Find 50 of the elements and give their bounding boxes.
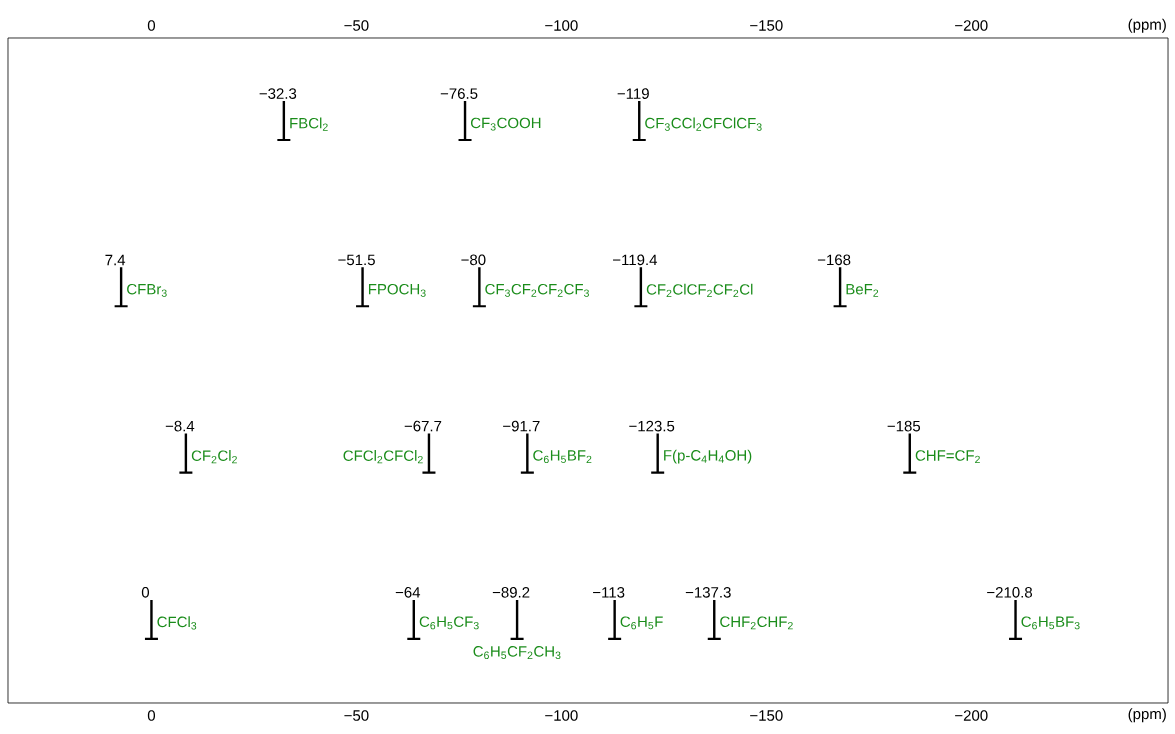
data-label: −80 (461, 254, 486, 266)
annotation: C$_{6}$H$_{5}$F (620, 616, 663, 630)
data-label: −113 (593, 587, 625, 598)
x2-axis-title: (ppm) (1128, 18, 1166, 33)
x-tick-label: −150 (750, 710, 783, 721)
annotation: CF$_{3}$CF$_{2}$CF$_{2}$CF$_{3}$ (485, 283, 589, 297)
data-label: −168 (817, 254, 851, 266)
data-label: 7.4 (105, 254, 126, 266)
annotation: F(p-C$_{4}$H$_{4}$OH) (664, 449, 752, 464)
data-label: −210.8 (987, 587, 1033, 598)
x2-tick-label: 0 (147, 20, 156, 31)
x-tick-label: −50 (344, 710, 369, 721)
annotation: CF$_{2}$Cl$_{2}$ (191, 449, 237, 464)
annotation: FBCl$_{2}$ (290, 117, 328, 131)
x-tick-label: 0 (147, 710, 156, 721)
data-label: −185 (887, 420, 921, 432)
data-label: −76.5 (440, 88, 478, 99)
annotation: CHF=CF$_{2}$ (915, 450, 980, 464)
data-label: −51.5 (338, 254, 375, 266)
annotation: CF$_{2}$ClCF$_{2}$CF$_{2}$Cl (646, 283, 753, 297)
data-label: −123.5 (629, 420, 675, 432)
data-label: −89.2 (492, 587, 530, 598)
annotation: CHF$_{2}$CHF$_{2}$ (720, 616, 793, 630)
annotation: CF$_{3}$COOH (470, 117, 541, 131)
data-label: −8.4 (165, 420, 195, 432)
x2-tick-label: −50 (344, 20, 369, 31)
data-label: 0 (141, 587, 150, 598)
data-label: −119.4 (613, 254, 658, 266)
x-tick-label: −200 (955, 710, 988, 721)
x2-tick-label: −200 (955, 20, 988, 31)
data-label: −137.3 (685, 587, 731, 598)
annotation: CFCl$_{2}$CFCl$_{2}$ (343, 449, 423, 464)
annotation: CFBr$_{3}$ (127, 283, 167, 297)
annotation: CF$_{3}$CCl$_{2}$CFClCF$_{3}$ (645, 117, 762, 131)
annotation: C$_{6}$H$_{5}$BF$_{3}$ (1021, 616, 1080, 630)
annotation: CFCl$_{3}$ (157, 616, 197, 630)
x2-tick-label: −150 (750, 20, 783, 31)
annotation: FPOCH$_{3}$ (368, 283, 426, 297)
data-label: −91.7 (503, 420, 540, 432)
x-axis-title: (ppm) (1128, 708, 1166, 723)
annotation: C$_{6}$H$_{5}$CF$_{2}$CH$_{3}$ (473, 646, 561, 660)
x-tick-label: −100 (545, 710, 578, 721)
data-label: −67.7 (404, 420, 442, 432)
data-label: −119 (617, 88, 649, 99)
annotation: C$_{6}$H$_{5}$CF$_{3}$ (419, 616, 479, 630)
annotation: C$_{6}$H$_{5}$BF$_{2}$ (533, 450, 592, 464)
annotation: BeF$_{2}$ (846, 284, 879, 297)
data-label: −32.3 (259, 88, 297, 99)
data-label: −64 (395, 587, 421, 598)
x2-tick-label: −100 (545, 20, 578, 31)
